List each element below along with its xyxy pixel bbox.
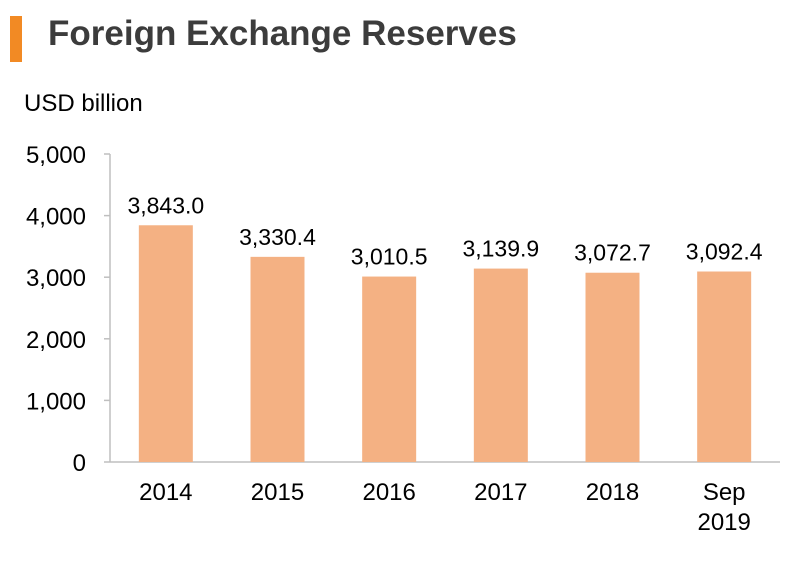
data-label: 3,072.7 bbox=[574, 240, 651, 266]
y-tick-label: 3,000 bbox=[26, 265, 86, 292]
x-tick-label-line: 2017 bbox=[474, 479, 527, 506]
bar bbox=[250, 256, 305, 462]
data-label: 3,139.9 bbox=[462, 236, 539, 262]
x-tick-label: Sep 2019 bbox=[697, 479, 750, 536]
chart-title: Foreign Exchange Reserves bbox=[48, 14, 517, 53]
bar bbox=[697, 271, 752, 462]
y-tick-label: 0 bbox=[73, 450, 86, 477]
x-tick-label: 2014 bbox=[139, 479, 192, 506]
x-tick-label-line: 2019 bbox=[697, 509, 750, 536]
x-tick-label: 2016 bbox=[362, 479, 415, 506]
bar bbox=[473, 268, 528, 462]
x-tick-label: 2015 bbox=[251, 479, 304, 506]
data-label: 3,843.0 bbox=[127, 192, 204, 218]
data-label: 3,010.5 bbox=[351, 244, 428, 270]
x-tick-label: 2017 bbox=[474, 479, 527, 506]
y-tick-label: 5,000 bbox=[26, 142, 86, 169]
y-tick-label: 1,000 bbox=[26, 388, 86, 415]
data-label: 3,330.4 bbox=[239, 224, 316, 250]
x-tick-label-line: 2018 bbox=[586, 479, 639, 506]
data-label: 3,092.4 bbox=[686, 239, 763, 265]
x-tick-label: 2018 bbox=[586, 479, 639, 506]
y-axis-unit-label: USD billion bbox=[24, 90, 143, 117]
bar bbox=[585, 272, 640, 462]
y-tick-label: 2,000 bbox=[26, 327, 86, 354]
bar bbox=[138, 225, 193, 462]
bar bbox=[362, 276, 417, 462]
x-tick-label-line: Sep bbox=[703, 479, 746, 506]
x-tick-label-line: 2015 bbox=[251, 479, 304, 506]
x-tick-label-line: 2016 bbox=[362, 479, 415, 506]
title-accent-bar bbox=[10, 16, 22, 62]
y-tick-label: 4,000 bbox=[26, 204, 86, 231]
x-tick-label-line: 2014 bbox=[139, 479, 192, 506]
